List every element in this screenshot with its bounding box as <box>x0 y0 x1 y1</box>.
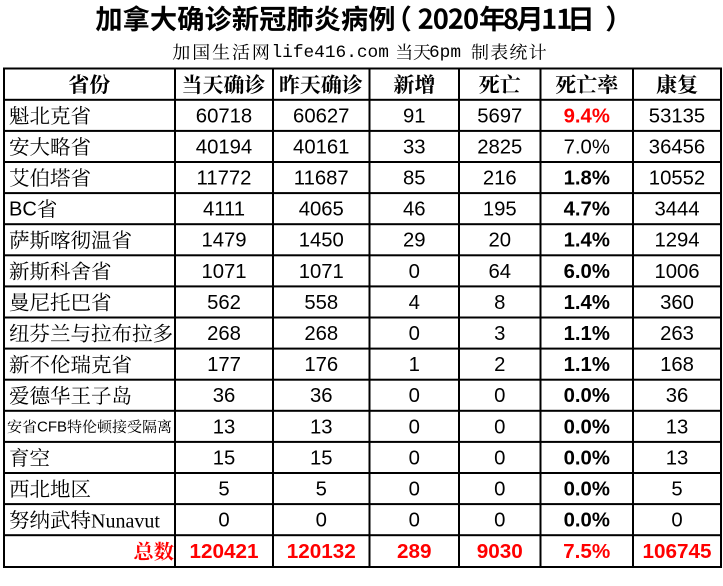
svg-text:40194: 40194 <box>196 136 252 158</box>
svg-text:40161: 40161 <box>293 136 349 158</box>
svg-text:29: 29 <box>403 230 426 252</box>
svg-text:1.1%: 1.1% <box>564 323 610 345</box>
svg-text:91: 91 <box>403 105 426 127</box>
svg-text:5697: 5697 <box>477 105 522 127</box>
svg-text:13: 13 <box>666 447 689 469</box>
svg-text:13: 13 <box>213 416 236 438</box>
svg-text:36456: 36456 <box>649 136 705 158</box>
svg-text:177: 177 <box>207 354 241 376</box>
svg-text:11772: 11772 <box>197 168 252 190</box>
svg-text:0: 0 <box>494 416 505 438</box>
svg-text:0.0%: 0.0% <box>564 510 610 532</box>
svg-text:0.0%: 0.0% <box>564 479 610 501</box>
svg-text:1.4%: 1.4% <box>564 292 610 314</box>
svg-text:289: 289 <box>397 540 432 563</box>
svg-text:0.0%: 0.0% <box>564 385 610 407</box>
svg-text:5: 5 <box>671 479 682 501</box>
svg-text:1006: 1006 <box>654 261 699 283</box>
svg-text:0: 0 <box>316 510 327 532</box>
svg-text:216: 216 <box>483 168 517 190</box>
svg-text:4111: 4111 <box>203 199 245 221</box>
svg-text:5: 5 <box>218 479 229 501</box>
svg-text:1479: 1479 <box>201 230 246 252</box>
svg-text:0: 0 <box>218 510 229 532</box>
svg-text:0: 0 <box>409 261 420 283</box>
svg-text:0: 0 <box>409 416 420 438</box>
svg-text:13: 13 <box>310 416 333 438</box>
svg-text:7.5%: 7.5% <box>563 540 610 563</box>
svg-text:15: 15 <box>310 447 333 469</box>
svg-text:168: 168 <box>660 354 694 376</box>
svg-text:558: 558 <box>304 292 338 314</box>
svg-text:85: 85 <box>403 168 426 190</box>
svg-text:0: 0 <box>409 479 420 501</box>
svg-text:60627: 60627 <box>293 105 349 127</box>
svg-text:15: 15 <box>213 447 236 469</box>
svg-text:0: 0 <box>494 510 505 532</box>
svg-text:120421: 120421 <box>189 540 258 563</box>
svg-text:0: 0 <box>671 510 682 532</box>
svg-text:268: 268 <box>304 323 338 345</box>
svg-text:6.0%: 6.0% <box>564 261 610 283</box>
svg-text:10552: 10552 <box>649 168 705 190</box>
svg-text:268: 268 <box>207 323 241 345</box>
svg-text:BC: BC <box>9 199 37 221</box>
svg-text:0: 0 <box>494 385 505 407</box>
svg-text:195: 195 <box>483 199 517 221</box>
svg-text:9.4%: 9.4% <box>564 105 610 127</box>
svg-text:4065: 4065 <box>299 199 344 221</box>
svg-text:1: 1 <box>409 354 420 376</box>
svg-text:120132: 120132 <box>287 540 356 563</box>
svg-text:4: 4 <box>409 292 420 314</box>
svg-text:20: 20 <box>488 230 511 252</box>
svg-text:1.4%: 1.4% <box>564 230 610 252</box>
svg-text:5: 5 <box>316 479 327 501</box>
svg-text:0.0%: 0.0% <box>564 447 610 469</box>
svg-text:53135: 53135 <box>649 105 705 127</box>
svg-text:1.1%: 1.1% <box>564 354 610 376</box>
svg-text:1.8%: 1.8% <box>564 168 610 190</box>
svg-text:33: 33 <box>403 136 426 158</box>
svg-text:106745: 106745 <box>642 540 711 563</box>
svg-text:36: 36 <box>213 385 236 407</box>
svg-text:60718: 60718 <box>196 105 252 127</box>
svg-text:0.0%: 0.0% <box>564 416 610 438</box>
svg-text:1294: 1294 <box>654 230 699 252</box>
svg-text:2: 2 <box>494 354 505 376</box>
svg-text:Nunavut: Nunavut <box>91 511 160 533</box>
svg-text:1071: 1071 <box>299 261 344 283</box>
svg-text:3: 3 <box>494 323 505 345</box>
svg-text:6pm: 6pm <box>429 43 461 63</box>
svg-text:0: 0 <box>409 510 420 532</box>
svg-text:11687: 11687 <box>294 168 349 190</box>
svg-text:0: 0 <box>494 479 505 501</box>
svg-text:36: 36 <box>666 385 689 407</box>
svg-text:263: 263 <box>660 323 694 345</box>
svg-text:life416.com: life416.com <box>272 43 389 63</box>
svg-text:360: 360 <box>660 292 694 314</box>
svg-text:1450: 1450 <box>299 230 344 252</box>
svg-text:CFB: CFB <box>37 419 67 436</box>
svg-text:7.0%: 7.0% <box>564 136 610 158</box>
svg-text:562: 562 <box>207 292 241 314</box>
svg-text:176: 176 <box>304 354 338 376</box>
svg-text:2825: 2825 <box>477 136 522 158</box>
svg-text:0: 0 <box>494 447 505 469</box>
svg-text:13: 13 <box>666 416 689 438</box>
svg-text:4.7%: 4.7% <box>564 199 610 221</box>
svg-text:9030: 9030 <box>477 540 523 563</box>
svg-text:8: 8 <box>494 292 505 314</box>
svg-text:1071: 1071 <box>201 261 246 283</box>
svg-text:36: 36 <box>310 385 333 407</box>
svg-text:46: 46 <box>403 199 426 221</box>
svg-text:0: 0 <box>409 385 420 407</box>
svg-text:0: 0 <box>409 323 420 345</box>
svg-text:0: 0 <box>409 447 420 469</box>
svg-text:64: 64 <box>488 261 511 283</box>
svg-text:3444: 3444 <box>654 199 699 221</box>
